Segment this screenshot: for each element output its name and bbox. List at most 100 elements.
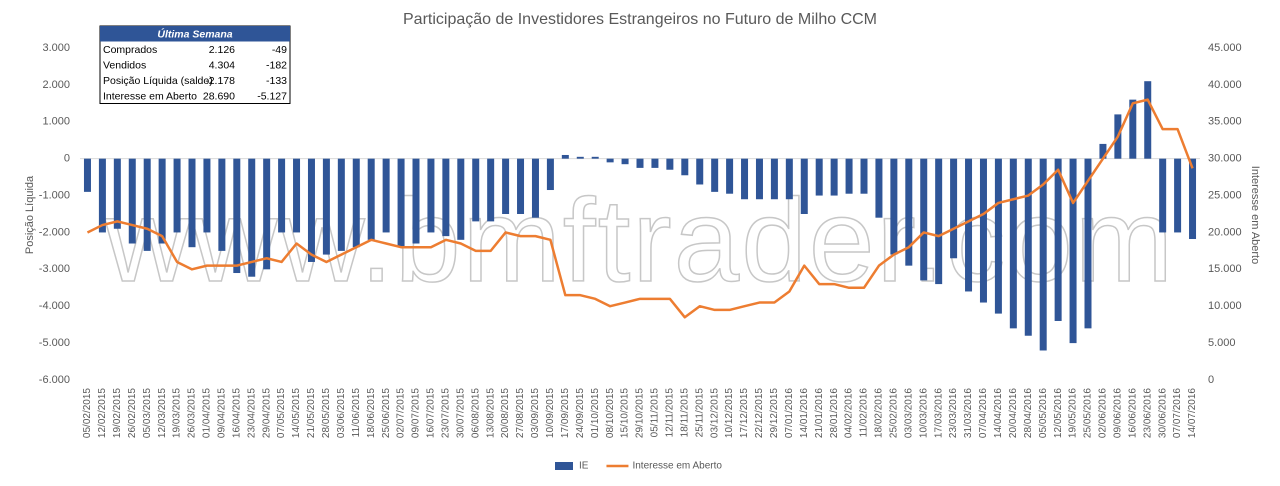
x-tick-label: 11/06/2015 bbox=[351, 388, 362, 438]
bar bbox=[591, 156, 599, 159]
bar bbox=[920, 158, 928, 281]
y-tick-label: -6.000 bbox=[39, 374, 70, 386]
y-tick-label: -2.000 bbox=[39, 226, 70, 238]
bar bbox=[681, 158, 689, 176]
bar bbox=[1069, 158, 1077, 344]
x-tick-label: 14/01/2016 bbox=[799, 388, 810, 438]
x-tick-label: 23/03/2016 bbox=[948, 388, 959, 438]
legend-label: Interesse em Aberto bbox=[632, 461, 722, 472]
x-tick-label: 16/07/2015 bbox=[426, 388, 437, 438]
bar bbox=[890, 158, 898, 255]
x-tick-label: 09/06/2016 bbox=[1113, 388, 1124, 438]
x-tick-label: 13/08/2015 bbox=[485, 388, 496, 438]
bar bbox=[173, 158, 181, 233]
bar bbox=[860, 158, 868, 194]
x-tick-label: 23/04/2015 bbox=[246, 388, 257, 438]
bar bbox=[770, 158, 778, 200]
table-cell: -49 bbox=[272, 44, 287, 56]
x-tick-label: 17/12/2015 bbox=[739, 388, 750, 438]
x-tick-label: 01/04/2015 bbox=[202, 388, 213, 438]
chart-title: Participação de Investidores Estrangeiro… bbox=[403, 11, 877, 28]
x-tick-label: 16/04/2015 bbox=[231, 388, 242, 438]
x-tick-label: 23/07/2015 bbox=[441, 388, 452, 438]
bar bbox=[83, 158, 91, 192]
bar bbox=[636, 158, 644, 168]
x-tick-label: 21/05/2015 bbox=[306, 388, 317, 438]
bar bbox=[203, 158, 211, 233]
bar bbox=[472, 158, 480, 222]
y-tick-label: 0 bbox=[64, 153, 70, 165]
x-tick-label: 25/05/2016 bbox=[1083, 388, 1094, 438]
x-tick-label: 26/03/2015 bbox=[187, 388, 198, 438]
bar bbox=[337, 158, 345, 251]
x-tick-label: 21/01/2016 bbox=[814, 388, 825, 438]
x-tick-label: 05/11/2015 bbox=[650, 388, 661, 438]
bar bbox=[442, 158, 450, 237]
bar bbox=[293, 158, 301, 233]
bar bbox=[1144, 81, 1152, 159]
legend-swatch bbox=[555, 462, 573, 470]
bar bbox=[1099, 143, 1107, 159]
table-cell: Interesse em Aberto bbox=[103, 91, 197, 103]
bar bbox=[576, 156, 584, 159]
x-tick-label: 25/06/2015 bbox=[381, 388, 392, 438]
x-tick-label: 14/07/2016 bbox=[1187, 388, 1198, 438]
line bbox=[86, 98, 1194, 319]
bar bbox=[517, 158, 525, 214]
x-tick-label: 29/12/2015 bbox=[769, 388, 780, 438]
x-tick-label: 25/02/2016 bbox=[889, 388, 900, 438]
x-tick-label: 24/09/2015 bbox=[575, 388, 586, 438]
bar bbox=[1189, 158, 1197, 240]
bar bbox=[696, 158, 704, 185]
y-tick-label: -5.000 bbox=[39, 337, 70, 349]
bar bbox=[755, 158, 763, 200]
x-tick-label: 15/10/2015 bbox=[620, 388, 631, 438]
x-tick-label: 20/04/2016 bbox=[1008, 388, 1019, 438]
x-tick-label: 12/02/2015 bbox=[97, 388, 108, 438]
y2-axis-label: Interesse em Aberto bbox=[1249, 166, 1261, 264]
x-tick-label: 01/10/2015 bbox=[590, 388, 601, 438]
legend-label: IE bbox=[579, 461, 589, 472]
bar bbox=[487, 158, 495, 222]
bar bbox=[621, 158, 629, 165]
bar bbox=[606, 158, 614, 163]
x-tick-label: 07/07/2016 bbox=[1172, 388, 1183, 438]
x-tick-label: 17/03/2016 bbox=[933, 388, 944, 438]
bar bbox=[830, 158, 838, 196]
table-cell: Vendidos bbox=[103, 60, 146, 72]
bar bbox=[950, 158, 958, 259]
x-tick-label: 12/11/2015 bbox=[665, 388, 676, 438]
x-tick-label: 07/04/2016 bbox=[978, 388, 989, 438]
x-tick-label: 12/05/2016 bbox=[1053, 388, 1064, 438]
bar bbox=[800, 158, 808, 214]
bar bbox=[815, 158, 823, 196]
table-cell: Posição Líquida (saldo) bbox=[103, 75, 213, 87]
bar bbox=[322, 158, 330, 255]
y-tick-label: 1.000 bbox=[42, 116, 70, 128]
x-tick-label: 23/06/2016 bbox=[1142, 388, 1153, 438]
bar bbox=[397, 158, 405, 248]
x-tick-label: 10/03/2016 bbox=[918, 388, 929, 438]
x-tick-label: 05/02/2015 bbox=[82, 388, 93, 438]
x-tick-label: 11/02/2016 bbox=[859, 388, 870, 438]
x-tick-label: 05/03/2015 bbox=[142, 388, 153, 438]
bar bbox=[979, 158, 987, 303]
x-tick-label: 14/05/2015 bbox=[291, 388, 302, 438]
x-tick-label: 19/03/2015 bbox=[172, 388, 183, 438]
bar bbox=[875, 158, 883, 218]
bar bbox=[412, 158, 420, 244]
bar bbox=[263, 158, 271, 270]
bar bbox=[352, 158, 360, 248]
table-cell: -5.127 bbox=[257, 91, 287, 103]
x-tick-label: 02/07/2015 bbox=[396, 388, 407, 438]
bar bbox=[711, 158, 719, 192]
y-tick-label: 2.000 bbox=[42, 79, 70, 91]
bar bbox=[531, 158, 539, 218]
table-cell: 28.690 bbox=[203, 91, 235, 103]
x-tick-label: 18/02/2016 bbox=[874, 388, 885, 438]
y2-tick-label: 30.000 bbox=[1208, 153, 1242, 165]
bar bbox=[1174, 158, 1182, 233]
bar bbox=[726, 158, 734, 194]
bar bbox=[1009, 158, 1017, 329]
